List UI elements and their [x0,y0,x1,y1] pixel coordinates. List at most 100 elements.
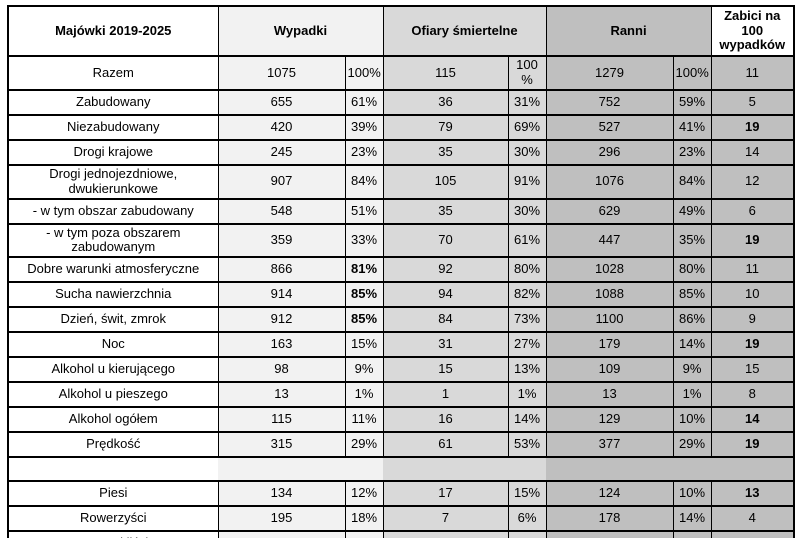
ranni-count-cell: 296 [545,139,674,166]
zabici-na-100-cell: 14 [710,139,795,166]
wypadki-count-cell: 1075 [217,55,346,91]
zabici-na-100-cell: 19 [710,114,795,141]
ranni-count-cell: 225 [545,530,674,538]
table-row: Sucha nawierzchnia 914 85% 94 82% 1088 85% 10 [7,281,795,309]
ranni-pct-cell: 18% [672,530,712,538]
ranni-count-cell: 109 [545,356,674,384]
table-row: Alkohol u pieszego 13 1% 1 1% 13 1% 8 [7,381,795,409]
wypadki-count-cell: 195 [217,505,346,533]
ofiary-pct-cell: 100 % [507,55,547,91]
ofiary-count-cell: 105 [382,164,509,200]
ofiary-count-cell: 15 [382,356,509,384]
ranni-pct-cell: 35% [672,222,712,259]
ofiary-pct-cell: 61% [507,222,547,259]
ofiary-count-cell: 29 [382,530,509,538]
row-label-cell: Prędkość [7,431,219,459]
ofiary-pct-cell: 6% [507,505,547,533]
ofiary-pct-cell: 31% [507,89,547,116]
row-label-cell: - w tym obszar zabudowany [7,197,219,225]
ranni-count-cell: 447 [545,222,674,259]
ofiary-count-cell: 31 [382,331,509,359]
wypadki-pct-cell: 29% [344,431,384,459]
wypadki-count-cell: 245 [217,139,346,166]
ofiary-pct-cell: 27% [507,331,547,359]
header-row: Majówki 2019-2025 Wypadki Ofiary śmierte… [7,5,795,57]
ofiary-count-cell: 94 [382,281,509,309]
ranni-pct-cell: 10% [672,406,712,434]
ranni-pct-cell: 85% [672,281,712,309]
accident-statistics-table: Majówki 2019-2025 Wypadki Ofiary śmierte… [7,5,795,538]
ranni-pct-cell: 1% [672,381,712,409]
ranni-count-cell: 629 [545,197,674,225]
table-row: Drogi jednojezdniowe, dwukierunkowe 907 84… [7,164,795,200]
row-label-cell: Drogi jednojezdniowe, dwukierunkowe [7,164,219,200]
row-label-cell: Piesi [7,480,219,508]
wypadki-pct-cell: 23% [344,139,384,166]
ranni-pct-cell: 29% [672,431,712,459]
wypadki-count-cell: 866 [217,256,346,284]
ranni-count-cell: 1100 [545,306,674,334]
wypadki-pct-cell: 11% [344,406,384,434]
wypadki-count-cell: 548 [217,197,346,225]
ranni-pct-cell [673,456,711,483]
ofiary-pct-cell: 15% [507,480,547,508]
table-row: - w tym poza obszarem zabudowanym 359 33% 7… [7,222,795,259]
row-label-cell: Razem [7,55,219,91]
ofiary-pct-cell: 80% [507,256,547,284]
ofiary-pct-cell: 30% [507,197,547,225]
row-label-cell: Dzień, świt, zmrok [7,306,219,334]
wypadki-count-cell: 914 [217,281,346,309]
ofiary-pct-cell: 25% [507,530,547,538]
table-row: Piesi 134 12% 17 15% 124 10% 13 [7,480,795,508]
ofiary-pct-cell: 91% [507,164,547,200]
wypadki-pct-cell: 9% [344,356,384,384]
wypadki-count-cell: 315 [217,431,346,459]
table-header: Majówki 2019-2025 Wypadki Ofiary śmierte… [7,5,795,57]
ofiary-count-cell: 84 [382,306,509,334]
spacer-row [8,456,794,483]
wypadki-pct-cell: 1% [344,381,384,409]
wypadki-count-cell: 115 [217,406,346,434]
header-wypadki-cell: Wypadki [217,5,384,57]
zabici-na-100-cell: 10 [710,281,795,309]
header-ranni-cell: Ranni [545,5,712,57]
zabici-na-100-cell: 12 [710,164,795,200]
wypadki-pct-cell: 12% [344,480,384,508]
ranni-count-cell: 129 [545,406,674,434]
ofiary-count-cell [383,456,508,483]
ranni-pct-cell: 41% [672,114,712,141]
row-label-cell: Sucha nawierzchnia [7,281,219,309]
ranni-count-cell: 1076 [545,164,674,200]
wypadki-pct-cell: 85% [344,281,384,309]
row-label-cell: Alkohol ogółem [7,406,219,434]
ranni-count-cell: 1279 [545,55,674,91]
ranni-pct-cell: 10% [672,480,712,508]
zabici-na-100-cell [711,456,794,483]
zabici-na-100-cell: 19 [710,222,795,259]
ofiary-count-cell: 79 [382,114,509,141]
wypadki-count-cell: 134 [217,480,346,508]
ofiary-pct-cell: 14% [507,406,547,434]
zabici-na-100-cell: 8 [710,381,795,409]
ranni-pct-cell: 14% [672,331,712,359]
ranni-pct-cell: 100% [672,55,712,91]
wypadki-pct-cell: 84% [344,164,384,200]
table-row: Drogi krajowe 245 23% 35 30% 296 23% 14 [7,139,795,166]
wypadki-pct-cell: 100% [344,55,384,91]
wypadki-count-cell: 912 [217,306,346,334]
wypadki-count-cell: 234 [217,530,346,538]
ranni-count-cell: 13 [545,381,674,409]
row-label-cell: Rowerzyści [7,505,219,533]
ofiary-pct-cell: 30% [507,139,547,166]
zabici-na-100-cell: 12 [710,530,795,538]
zabici-na-100-cell: 4 [710,505,795,533]
ofiary-count-cell: 70 [382,222,509,259]
ranni-pct-cell: 86% [672,306,712,334]
table-row: Niezabudowany 420 39% 79 69% 527 41% 19 [7,114,795,141]
table-row: - w tym obszar zabudowany 548 51% 35 30% 629 4… [7,197,795,225]
row-label-cell: Alkohol u pieszego [7,381,219,409]
ranni-count-cell: 1088 [545,281,674,309]
ofiary-pct-cell [508,456,546,483]
ranni-pct-cell: 49% [672,197,712,225]
